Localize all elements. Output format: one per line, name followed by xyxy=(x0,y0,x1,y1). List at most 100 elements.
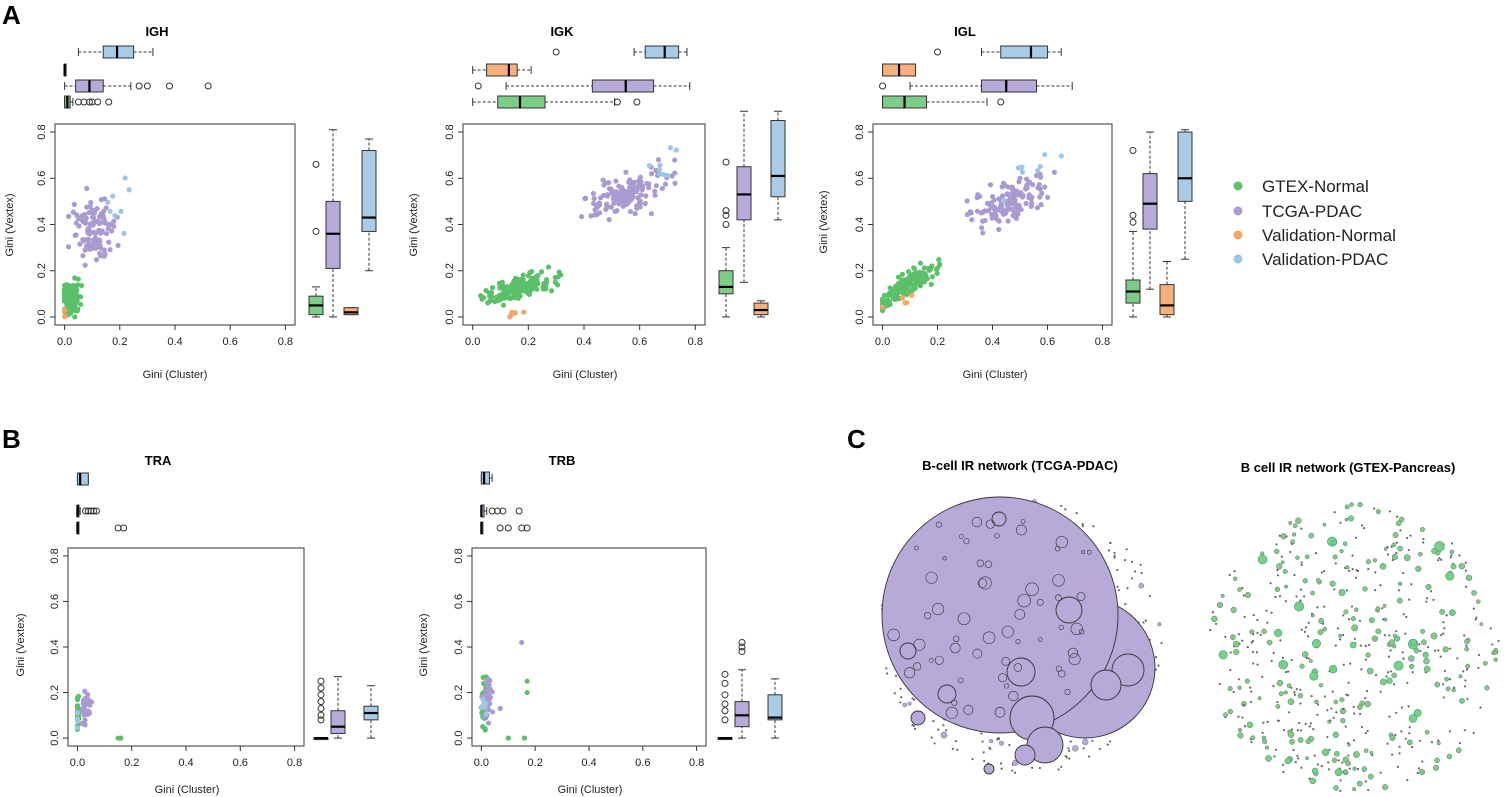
network-node xyxy=(1250,690,1253,693)
point-gtex-normal xyxy=(934,265,940,272)
network-node xyxy=(1359,700,1365,706)
network-node xyxy=(1008,690,1019,702)
network-node xyxy=(1157,622,1162,627)
network-node xyxy=(1282,770,1285,773)
point-tcga-pdac xyxy=(72,232,78,239)
network-node xyxy=(1371,754,1374,757)
network-node xyxy=(1383,547,1388,551)
x-tick-label-igk: 0.0 xyxy=(465,336,480,348)
box-y-validation-pdac xyxy=(1177,131,1193,202)
x-tick-label-igh: 0.4 xyxy=(167,336,182,348)
x-tick-label-tra: 0.8 xyxy=(287,757,302,769)
network-node xyxy=(1341,761,1344,764)
point-tcga-pdac xyxy=(497,705,503,712)
network-node xyxy=(1442,646,1449,653)
network-node xyxy=(957,612,971,626)
network-node xyxy=(1017,593,1031,608)
network-node xyxy=(972,648,983,659)
point-tcga-pdac xyxy=(1042,184,1048,190)
network-node xyxy=(1479,706,1482,709)
network-node xyxy=(1237,685,1242,690)
y-axis-label-tra: Gini (Vextex) xyxy=(15,614,27,677)
network-node xyxy=(1284,584,1289,589)
point-gtex-normal xyxy=(897,280,903,286)
point-gtex-normal xyxy=(895,274,902,280)
point-tcga-pdac xyxy=(1004,202,1010,208)
network-node xyxy=(1224,635,1227,638)
y-tick-label-igk: 0.0 xyxy=(444,309,456,324)
box-x-gtex-normal xyxy=(497,95,546,109)
network-node xyxy=(1289,738,1295,745)
network-node xyxy=(1339,521,1342,524)
network-node xyxy=(1082,747,1085,750)
point-tcga-pdac xyxy=(643,193,649,199)
network-node xyxy=(1368,617,1375,624)
network-node xyxy=(1358,619,1362,622)
network-node xyxy=(1315,577,1321,583)
network-node xyxy=(1348,618,1351,621)
network-node xyxy=(1458,741,1461,745)
point-gtex-normal xyxy=(535,280,541,287)
network-node xyxy=(1432,764,1439,771)
network-node xyxy=(1410,746,1414,749)
box-y-gtex-normal-outlier xyxy=(721,670,729,678)
network-node xyxy=(1477,653,1481,657)
network-node xyxy=(1276,679,1284,687)
network-node xyxy=(1434,649,1437,652)
box-x-gtex-normal-outlier xyxy=(120,524,128,532)
y-tick-label-tra: 0.2 xyxy=(49,685,61,700)
network-node xyxy=(1400,706,1404,709)
network-node xyxy=(1292,748,1295,752)
point-tcga-pdac xyxy=(982,217,988,224)
network-node xyxy=(1233,570,1236,573)
network-node xyxy=(1397,581,1403,586)
network-node xyxy=(1057,768,1060,771)
point-tcga-pdac xyxy=(980,230,986,236)
network-node xyxy=(1347,694,1350,697)
network-node xyxy=(1060,504,1063,508)
point-tcga-pdac xyxy=(86,231,92,237)
network-node xyxy=(1395,711,1398,714)
point-tcga-pdac xyxy=(1016,206,1023,213)
network-node xyxy=(1417,767,1421,770)
point-validation-pdac xyxy=(1019,169,1026,175)
box-x-validation-pdac xyxy=(1000,45,1048,59)
box-x-gtex-normal-outlier xyxy=(997,98,1005,106)
point-tcga-pdac xyxy=(97,238,103,244)
network-node xyxy=(1276,701,1279,704)
point-tcga-pdac xyxy=(964,198,970,204)
network-node xyxy=(1081,524,1084,528)
network-node xyxy=(1442,696,1445,699)
y-tick-label-igk: 0.4 xyxy=(444,217,456,232)
point-tcga-pdac xyxy=(968,210,974,216)
network-node xyxy=(1261,675,1264,678)
network-node xyxy=(1295,517,1302,524)
x-tick-label-igh: 0.2 xyxy=(112,336,127,348)
point-validation-pdac xyxy=(482,704,488,710)
network-node xyxy=(1348,569,1351,572)
network-node xyxy=(1333,511,1336,514)
network-node xyxy=(893,692,896,695)
network-node xyxy=(1305,756,1309,761)
network-node xyxy=(1382,603,1387,608)
network-node xyxy=(1441,683,1445,686)
network-node xyxy=(1098,747,1101,751)
network-node xyxy=(1287,731,1295,738)
network-node xyxy=(1334,644,1337,647)
box-x-validation-pdac xyxy=(480,471,490,485)
network-node xyxy=(1379,690,1382,693)
network-node xyxy=(1451,542,1454,545)
network-node xyxy=(1408,726,1411,729)
network-node xyxy=(1342,541,1348,547)
point-tcga-pdac xyxy=(1039,190,1045,196)
network-node xyxy=(1310,612,1314,616)
point-tcga-pdac xyxy=(82,219,88,225)
network-node xyxy=(1365,689,1369,693)
x-tick-label-igh: 0.0 xyxy=(57,336,72,348)
network-node xyxy=(1338,638,1342,641)
network-node xyxy=(1364,780,1368,783)
network-node xyxy=(1426,646,1430,649)
network-node xyxy=(1013,771,1017,774)
point-validation-normal xyxy=(899,294,906,301)
